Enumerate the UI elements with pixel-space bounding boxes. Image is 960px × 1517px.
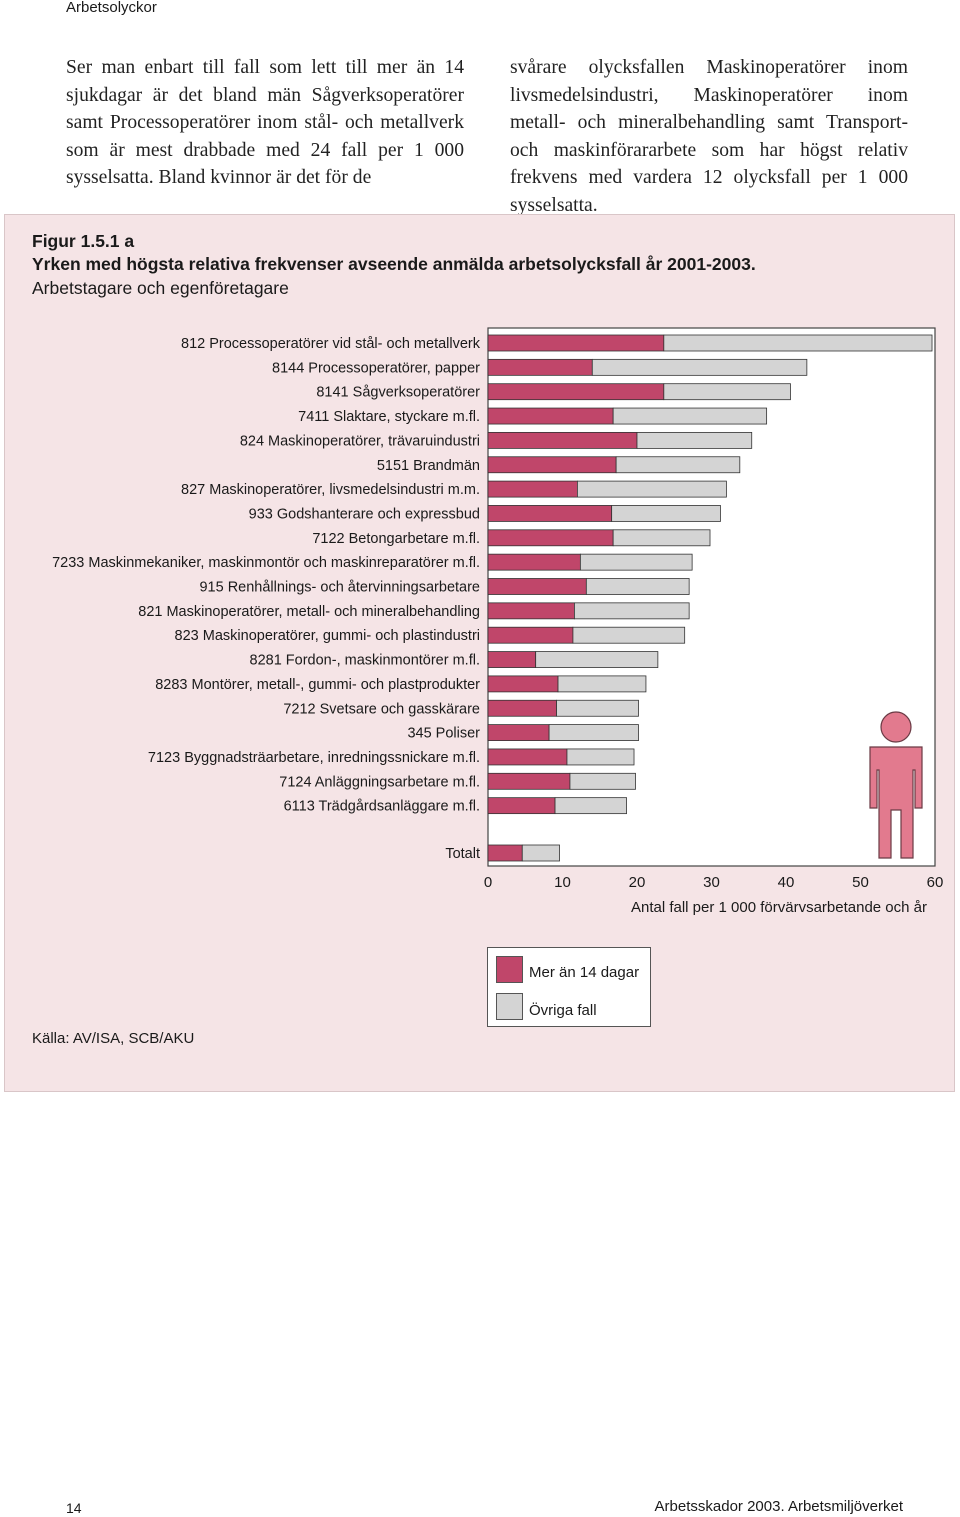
- x-tick-label: 30: [703, 874, 720, 891]
- bar-other: [615, 456, 741, 474]
- bar-other: [554, 797, 627, 815]
- figure-number: Figur 1.5.1 a: [32, 231, 135, 251]
- bar-severe: [487, 772, 571, 790]
- legend-swatch-severe: [496, 956, 523, 983]
- bar-severe: [487, 505, 613, 522]
- bar-other: [663, 334, 933, 352]
- bar-chart: 812 Processoperatörer vid stål- och meta…: [52, 327, 944, 916]
- category-label: 8144 Processoperatörer, papper: [272, 360, 480, 376]
- bar-other: [574, 602, 690, 620]
- body-text-left: Ser man enbart till fall som lett till m…: [66, 57, 464, 188]
- bar-other: [557, 675, 647, 693]
- bar-other: [566, 748, 635, 766]
- category-label: 827 Maskinoperatörer, livsmedelsindustri…: [181, 482, 480, 498]
- bar-severe: [487, 748, 568, 766]
- category-label: 345 Poliser: [407, 726, 480, 742]
- page-number: 14: [66, 1500, 82, 1516]
- category-label: 915 Renhållnings- och återvinningsarbeta…: [199, 580, 480, 596]
- bar-other: [612, 407, 768, 425]
- x-axis-label: Antal fall per 1 000 förvärvsarbetande o…: [631, 899, 927, 916]
- figure-subtitle: Arbetstagare och egenföretagare: [32, 278, 289, 298]
- bar-severe: [487, 480, 578, 498]
- bar-other: [579, 553, 693, 571]
- figure-source: Källa: AV/ISA, SCB/AKU: [32, 1030, 195, 1047]
- body-text-right: svårare olycksfallen Maskinoperatörer in…: [510, 57, 908, 216]
- category-label: 7212 Svetsare och gasskärare: [283, 701, 480, 717]
- category-label: 6113 Trädgårdsanläggare m.fl.: [284, 799, 480, 815]
- bar-severe: [487, 675, 559, 693]
- category-label: 7233 Maskinmekaniker, maskinmontör och m…: [52, 555, 480, 571]
- x-tick-label: 40: [778, 874, 795, 891]
- bar-severe: [487, 651, 537, 668]
- total-label: Totalt: [445, 846, 480, 862]
- legend-label-other: Övriga fall: [529, 1002, 597, 1019]
- bar-severe: [487, 602, 575, 620]
- x-tick-label: 50: [852, 874, 869, 891]
- x-tick-label: 60: [927, 874, 944, 891]
- category-label: 823 Maskinoperatörer, gummi- och plastin…: [175, 628, 480, 644]
- figure-title: Yrken med högsta relativa frekvenser avs…: [32, 254, 756, 274]
- category-label: 8141 Sågverksoperatörer: [316, 385, 480, 401]
- category-label: 7124 Anläggningsarbetare m.fl.: [279, 774, 480, 790]
- x-tick-label: 0: [484, 874, 492, 891]
- category-label: 821 Maskinoperatörer, metall- och minera…: [138, 604, 480, 620]
- bar-severe: [487, 383, 665, 401]
- category-label: 933 Godshanterare och expressbud: [249, 506, 480, 522]
- category-label: 5151 Brandmän: [377, 458, 480, 474]
- bar-severe: [487, 334, 665, 352]
- bar-other: [535, 651, 659, 668]
- bar-severe: [487, 724, 550, 741]
- bar-other: [548, 724, 639, 741]
- legend-swatch-other: [496, 993, 523, 1020]
- bar-total-other: [521, 844, 560, 862]
- bar-severe: [487, 431, 638, 449]
- bar-other: [591, 358, 808, 376]
- x-tick-label: 20: [629, 874, 646, 891]
- bar-severe: [487, 456, 617, 474]
- category-label: 7411 Slaktare, styckare m.fl.: [298, 409, 480, 425]
- bar-other: [611, 505, 721, 522]
- bar-other: [556, 699, 639, 717]
- category-label: 812 Processoperatörer vid stål- och meta…: [181, 336, 481, 352]
- bar-total-severe: [487, 844, 523, 862]
- bar-other: [577, 480, 727, 498]
- bar-other: [636, 431, 753, 449]
- x-tick-label: 10: [554, 874, 571, 891]
- bar-severe: [487, 578, 587, 595]
- bar-severe: [487, 529, 614, 547]
- bar-severe: [487, 797, 556, 815]
- bar-severe: [487, 407, 614, 425]
- legend-label-severe: Mer än 14 dagar: [529, 964, 640, 981]
- legend: Mer än 14 dagar Övriga fall: [487, 947, 651, 1027]
- bar-other: [663, 383, 791, 401]
- person-male-icon: [869, 711, 923, 859]
- bar-severe: [487, 358, 593, 376]
- bar-severe: [487, 626, 574, 644]
- footer-publication: Arbetsskador 2003. Arbetsmiljöverket: [654, 1498, 903, 1515]
- bar-other: [585, 578, 690, 595]
- category-label: 7123 Byggnadsträarbetare, inredningssnic…: [148, 750, 480, 766]
- bar-other: [572, 626, 686, 644]
- category-label: 8283 Montörer, metall-, gummi- och plast…: [155, 677, 480, 693]
- bar-other: [612, 529, 711, 547]
- category-label: 7122 Betongarbetare m.fl.: [312, 531, 480, 547]
- bar-severe: [487, 553, 581, 571]
- category-label: 8281 Fordon-, maskinmontörer m.fl.: [250, 653, 480, 669]
- category-label: 824 Maskinoperatörer, trävaruindustri: [240, 433, 480, 449]
- bar-other: [569, 772, 636, 790]
- running-head: Arbetsolyckor: [66, 0, 157, 16]
- bar-severe: [487, 699, 557, 717]
